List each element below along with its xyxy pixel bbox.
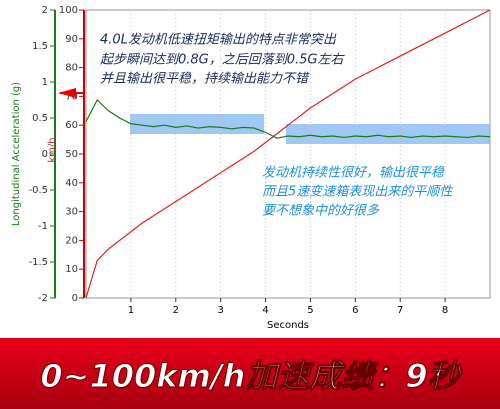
y2-tick-label: 0 — [42, 149, 48, 160]
x-tick-label: 6 — [352, 305, 358, 316]
y2-tick-label: -0.5 — [28, 185, 48, 196]
y-tick-label: 40 — [65, 178, 78, 189]
y2-tick-label: -2 — [38, 293, 48, 304]
plot: 1 2 3 4 5 6 7 80102030405060708090100-2-1.5-1-0… — [28, 5, 491, 316]
data-line — [85, 9, 491, 299]
y2-tick-label: -1.5 — [28, 257, 48, 268]
y2-tick-label: 0.5 — [32, 113, 48, 124]
x-tick-label: 5 — [307, 305, 313, 316]
y-tick-label: 20 — [65, 235, 78, 246]
y-tick-label: 100 — [59, 5, 78, 16]
x-tick-label: 3 — [217, 305, 223, 316]
y2-tick-label: 2 — [42, 5, 48, 16]
plot-area — [85, 9, 491, 299]
y-tick-label: 60 — [65, 120, 78, 131]
banner-text: 0~100km/h加速成绩：9秒 — [40, 357, 462, 395]
y-tick-label: 80 — [65, 63, 78, 74]
y-axis-title: km/h — [47, 137, 58, 162]
y2-tick-label: 1.5 — [32, 41, 48, 52]
highlight-box — [286, 124, 490, 144]
highlight-box — [130, 114, 264, 134]
data-line — [85, 99, 491, 139]
y2-tick-label: -1 — [38, 221, 48, 232]
x-axis-title: Seconds — [267, 320, 309, 331]
annotation: 并且输出很平稳，持续输出能力不错 — [100, 72, 310, 87]
y-tick-label: 30 — [65, 207, 78, 218]
x-tick-label: 8 — [442, 305, 448, 316]
y-tick-label: 50 — [65, 149, 78, 160]
y-tick-label: 70 — [65, 91, 78, 102]
banner — [0, 338, 500, 409]
annotation: 而且5速变速箱表现出来的平顺性 — [262, 184, 454, 200]
annotation: 起步瞬间达到0.8G，之后回落到0.5G左右 — [100, 53, 345, 68]
y-tick-label: 90 — [65, 34, 78, 45]
annotation: 发动机持续性很好，输出很平稳 — [262, 166, 445, 181]
y2-tick-label: 1 — [42, 77, 48, 88]
annotation: 要不想象中的好很多 — [262, 204, 380, 219]
y2-axis-title: Longitudinal Acceleration (g) — [11, 82, 22, 226]
y-tick-label: 0 — [72, 293, 78, 304]
x-tick-label: 4 — [262, 305, 268, 316]
x-tick-label: 2 — [173, 305, 179, 316]
annotation: 4.0L发动机低速扭矩输出的特点非常突出 — [100, 32, 337, 48]
x-tick-label: 7 — [397, 305, 403, 316]
x-tick-label: 1 — [128, 305, 134, 316]
y-tick-label: 10 — [65, 264, 78, 275]
